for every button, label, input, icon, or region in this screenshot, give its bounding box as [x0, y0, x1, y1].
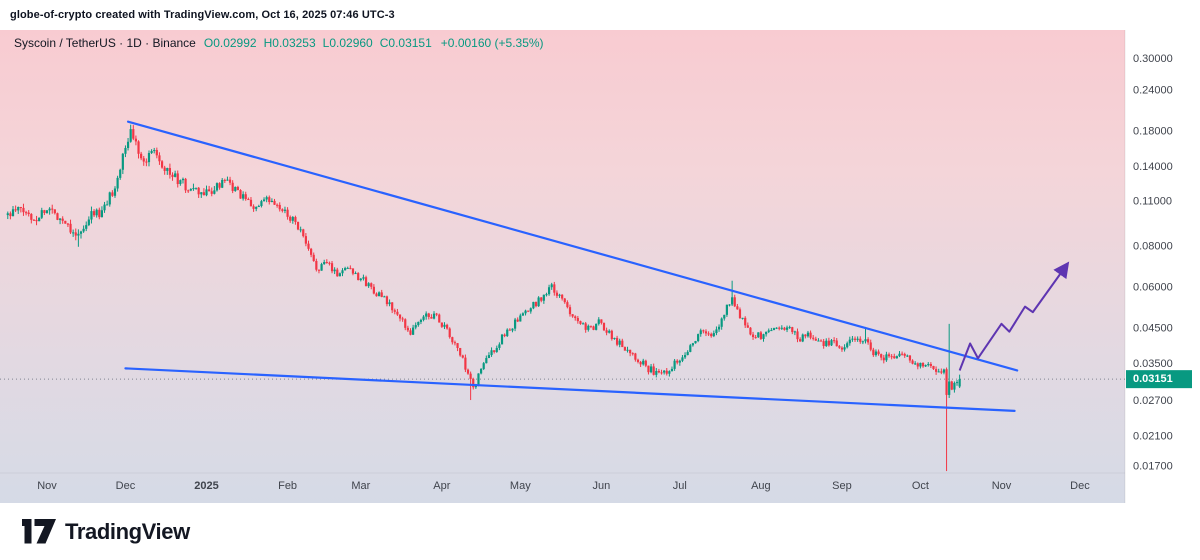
current-price-badge-label: 0.03151 [1133, 373, 1173, 385]
time-tick-label: Nov [37, 480, 57, 492]
price-tick-label: 0.24000 [1133, 85, 1173, 97]
chart-background [0, 30, 1125, 503]
price-axis[interactable] [1125, 30, 1200, 503]
time-tick-label: Dec [1070, 480, 1090, 492]
price-axis-labels[interactable]: 0.30000 0.24000 0.18000 0.14000 0.11000 0.080… [1133, 53, 1173, 473]
time-tick-label: Apr [433, 480, 450, 492]
price-tick-label: 0.11000 [1133, 195, 1172, 207]
time-tick-label: Nov [992, 480, 1012, 492]
price-tick-label: 0.06000 [1133, 282, 1173, 294]
price-tick-label: 0.02100 [1133, 431, 1173, 443]
time-tick-label: Dec [116, 480, 136, 492]
candlestick-series [6, 124, 961, 472]
time-tick-label: Aug [751, 480, 771, 492]
price-tick-label: 0.14000 [1133, 161, 1173, 173]
time-tick-label: Feb [278, 480, 297, 492]
time-tick-label: Sep [832, 480, 852, 492]
time-tick-label: Jul [673, 480, 687, 492]
time-tick-label: Oct [912, 480, 929, 492]
price-tick-label: 0.18000 [1133, 125, 1173, 137]
attribution-bar: globe-of-crypto created with TradingView… [0, 0, 1200, 30]
footer-bar: TradingView [0, 503, 1200, 560]
time-axis[interactable]: Nov Dec 2025 Feb Mar Apr May Jun Jul Aug Sep Oct Nov… [37, 480, 1090, 492]
price-chart-svg[interactable]: 0.30000 0.24000 0.18000 0.14000 0.11000 0.080… [0, 30, 1200, 503]
tradingview-wordmark[interactable]: TradingView [65, 518, 190, 544]
price-tick-label: 0.08000 [1133, 241, 1173, 253]
projection-arrow[interactable] [958, 261, 1070, 371]
time-tick-label: 2025 [194, 480, 218, 492]
chart-area[interactable]: 0.30000 0.24000 0.18000 0.14000 0.11000 0.080… [0, 30, 1200, 503]
price-tick-label: 0.04500 [1133, 322, 1173, 334]
time-tick-label: Mar [351, 480, 370, 492]
price-tick-label: 0.03500 [1133, 358, 1173, 370]
time-tick-label: May [510, 480, 531, 492]
price-tick-label: 0.01700 [1133, 461, 1173, 473]
time-tick-label: Jun [593, 480, 611, 492]
tradingview-logo-icon[interactable] [22, 518, 56, 545]
price-tick-label: 0.30000 [1133, 53, 1173, 65]
attribution-text: globe-of-crypto created with TradingView… [10, 9, 395, 21]
upper-resistance-trendline[interactable] [126, 120, 1019, 372]
symbol-title[interactable]: Syscoin / TetherUS · 1D · Binance [14, 36, 196, 50]
price-tick-label: 0.02700 [1133, 395, 1173, 407]
lower-support-trendline[interactable] [124, 367, 1016, 412]
current-price-badge [1126, 370, 1192, 389]
